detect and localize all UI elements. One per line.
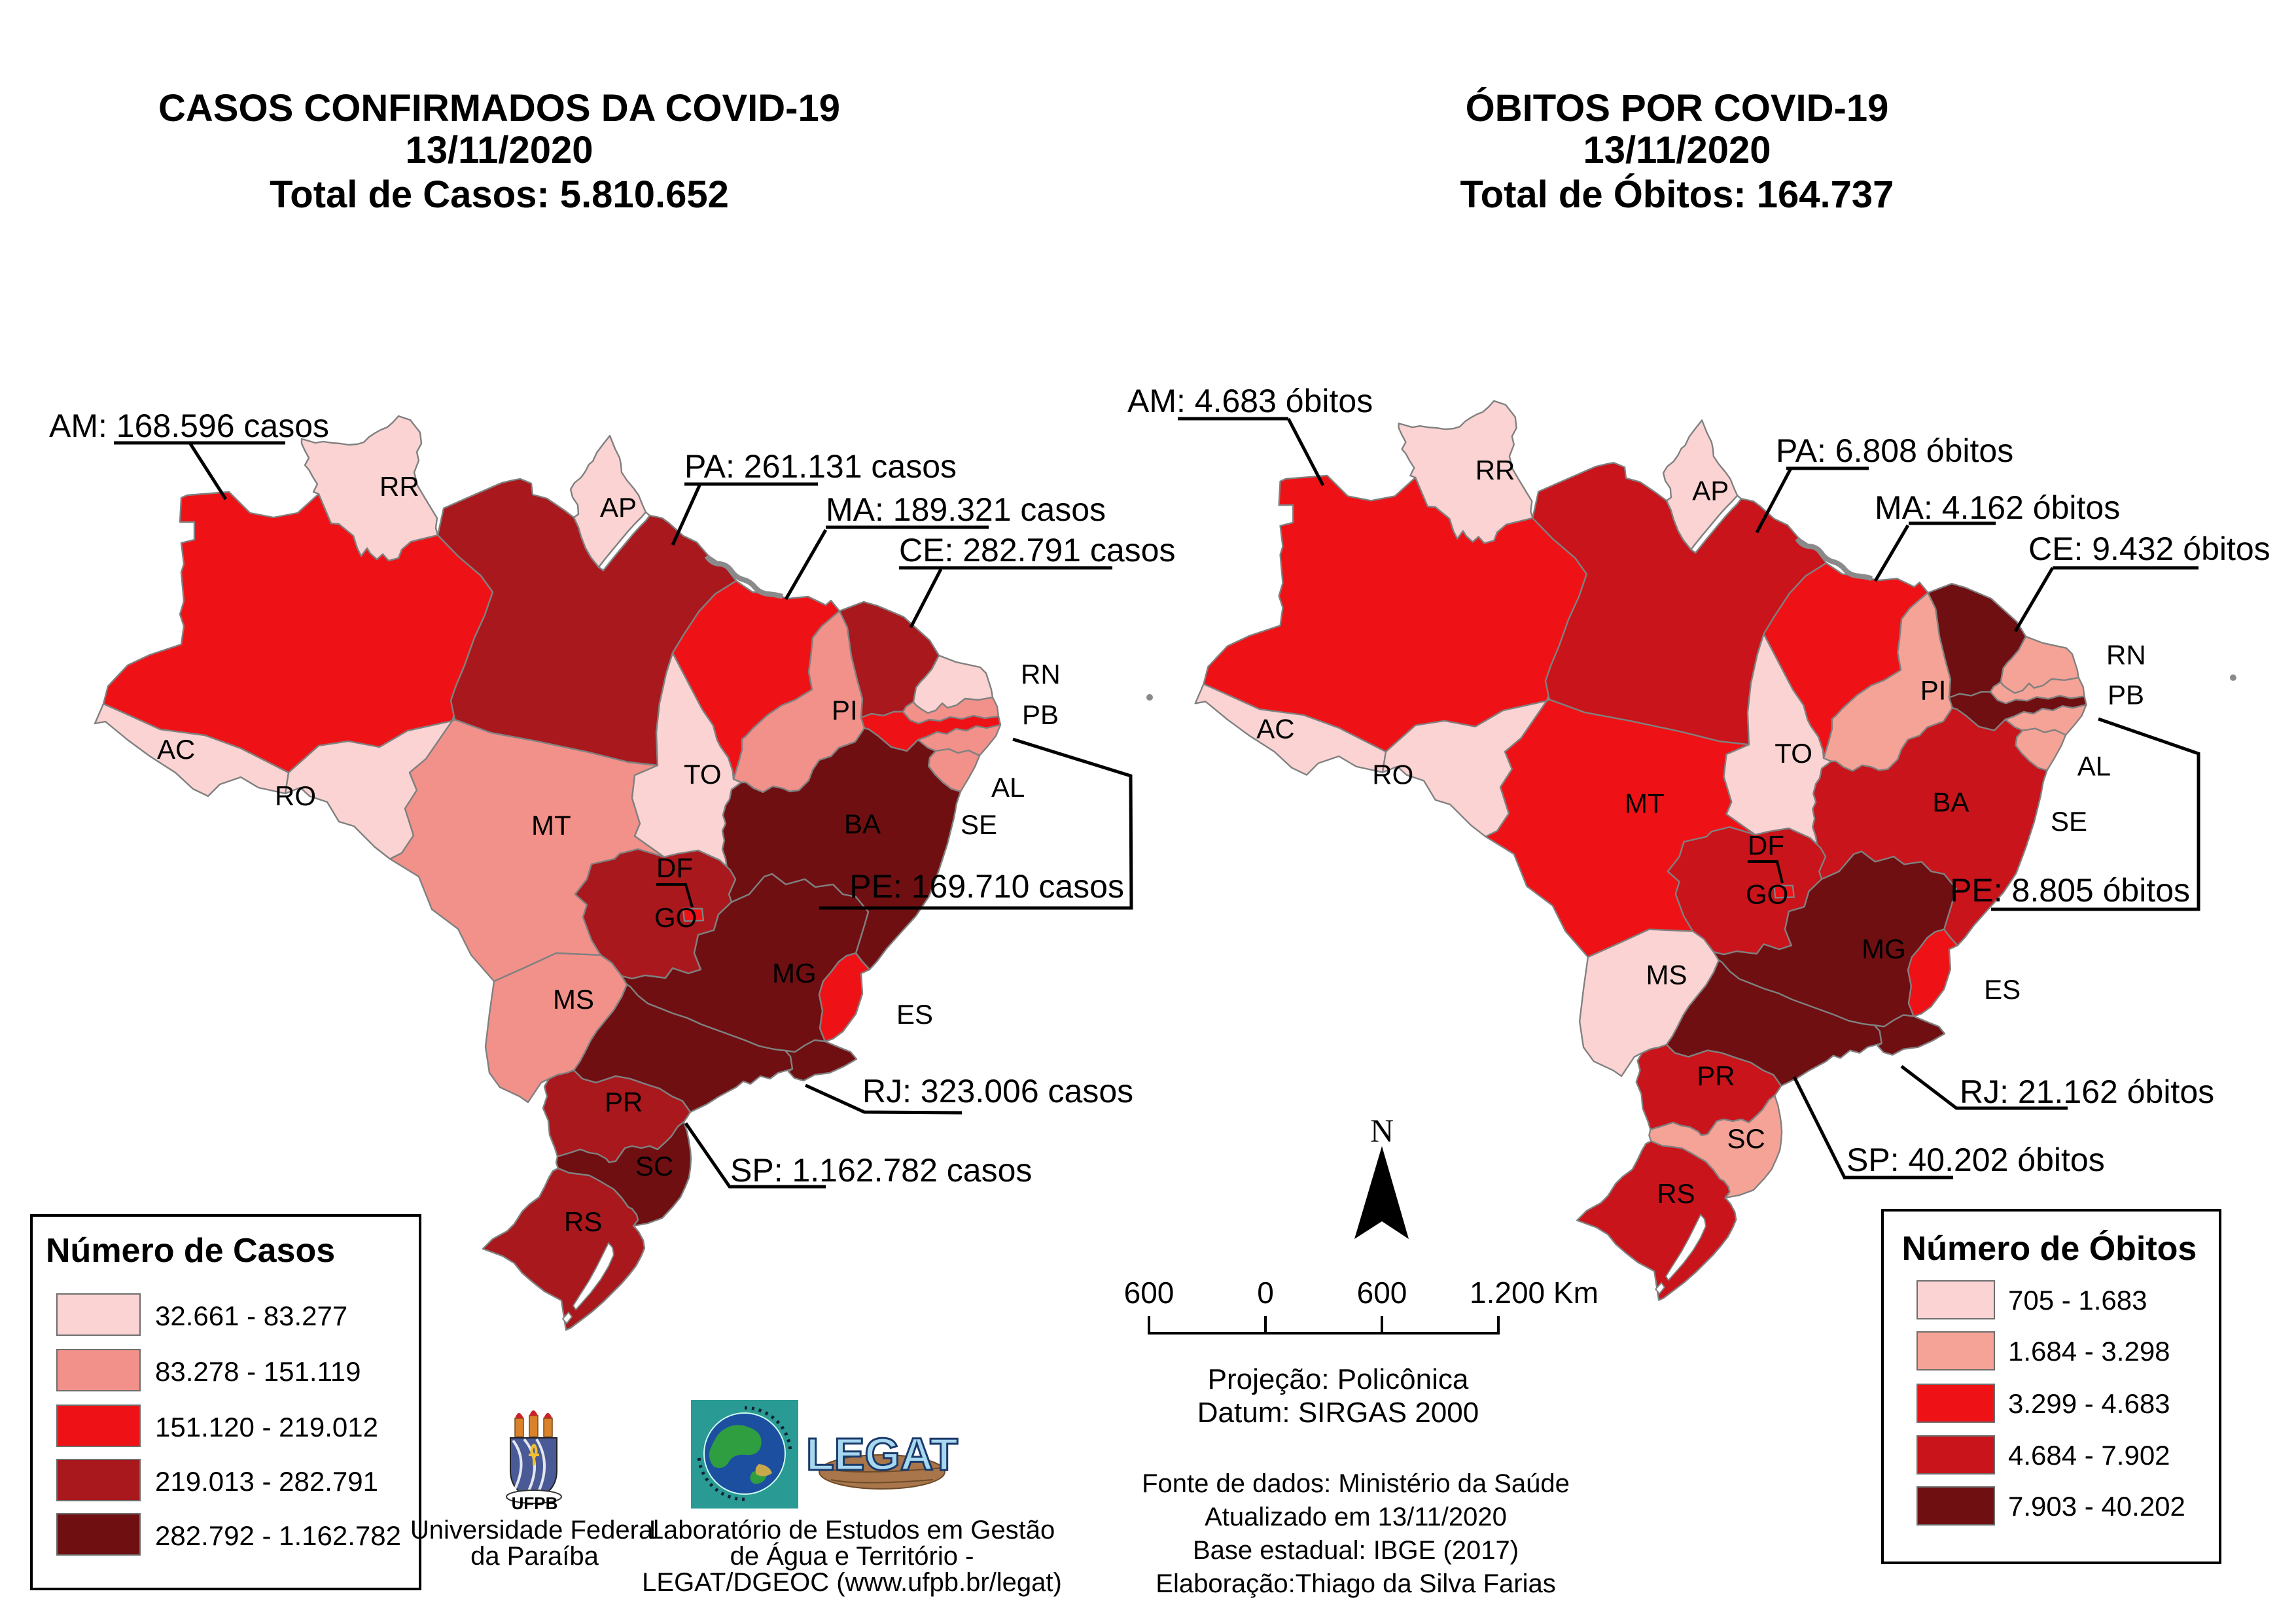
svg-text:600: 600	[1124, 1276, 1174, 1310]
svg-text:RN: RN	[1021, 659, 1061, 689]
svg-text:CE: 9.432 óbitos: CE: 9.432 óbitos	[2028, 531, 2270, 567]
svg-text:PE: 8.805 óbitos: PE: 8.805 óbitos	[1950, 872, 2190, 909]
svg-text:PB: PB	[1022, 699, 1059, 730]
svg-text:SE: SE	[961, 809, 997, 840]
svg-text:RJ: 323.006 casos: RJ: 323.006 casos	[862, 1073, 1133, 1109]
svg-text:83.278 - 151.119: 83.278 - 151.119	[155, 1356, 361, 1387]
svg-text:AC: AC	[157, 734, 195, 765]
svg-text:LEGAT: LEGAT	[806, 1429, 958, 1480]
svg-text:N: N	[1370, 1112, 1394, 1149]
svg-text:ES: ES	[896, 999, 933, 1030]
svg-text:da Paraíba: da Paraíba	[470, 1542, 599, 1571]
svg-text:TO: TO	[684, 759, 722, 790]
svg-text:de Água e Território -: de Água e Território -	[730, 1541, 974, 1571]
svg-text:BA: BA	[844, 809, 881, 839]
svg-text:AL: AL	[991, 772, 1025, 803]
svg-text:PI: PI	[832, 695, 858, 725]
svg-text:RJ: 21.162 óbitos: RJ: 21.162 óbitos	[1960, 1073, 2214, 1110]
svg-text:AM: 4.683 óbitos: AM: 4.683 óbitos	[1127, 383, 1373, 419]
svg-text:MG: MG	[772, 958, 817, 988]
svg-text:PR: PR	[1697, 1060, 1735, 1091]
svg-text:PR: PR	[605, 1087, 643, 1117]
svg-text:1.684 - 3.298: 1.684 - 3.298	[2008, 1336, 2170, 1367]
svg-text:13/11/2020: 13/11/2020	[1583, 129, 1771, 171]
svg-text:AC: AC	[1256, 713, 1294, 744]
svg-text:AL: AL	[2077, 751, 2111, 782]
svg-text:600: 600	[1357, 1276, 1407, 1310]
svg-text:Datum: SIRGAS 2000: Datum: SIRGAS 2000	[1197, 1397, 1479, 1429]
svg-text:MA: 189.321 casos: MA: 189.321 casos	[826, 491, 1106, 528]
svg-text:282.792 - 1.162.782: 282.792 - 1.162.782	[155, 1520, 401, 1551]
svg-text:0: 0	[1257, 1276, 1274, 1310]
svg-text:MA: 4.162 óbitos: MA: 4.162 óbitos	[1875, 489, 2120, 526]
svg-text:UFPB: UFPB	[512, 1493, 558, 1513]
svg-text:RO: RO	[275, 780, 316, 811]
svg-text:PI: PI	[1920, 674, 1947, 705]
svg-text:DF: DF	[1748, 830, 1784, 861]
svg-text:RS: RS	[564, 1206, 602, 1237]
svg-text:SP: 40.202 óbitos: SP: 40.202 óbitos	[1846, 1142, 2105, 1178]
svg-text:SP: 1.162.782 casos: SP: 1.162.782 casos	[730, 1152, 1032, 1189]
svg-text:Número de Óbitos: Número de Óbitos	[1902, 1230, 2197, 1268]
svg-text:4.684 - 7.902: 4.684 - 7.902	[2008, 1440, 2170, 1471]
svg-text:SE: SE	[2051, 806, 2087, 837]
svg-text:TO: TO	[1775, 738, 1812, 769]
svg-text:CE: 282.791 casos: CE: 282.791 casos	[899, 532, 1176, 568]
svg-text:AP: AP	[1692, 475, 1729, 506]
svg-text:Número de Casos: Número de Casos	[46, 1232, 335, 1270]
svg-text:Base estadual: IBGE (2017): Base estadual: IBGE (2017)	[1193, 1536, 1519, 1565]
svg-text:RO: RO	[1372, 759, 1413, 790]
svg-text:DF: DF	[656, 852, 693, 883]
svg-text:219.013 - 282.791: 219.013 - 282.791	[155, 1466, 378, 1497]
svg-text:13/11/2020: 13/11/2020	[405, 129, 593, 171]
svg-text:7.903 - 40.202: 7.903 - 40.202	[2008, 1491, 2185, 1522]
svg-text:PB: PB	[2108, 679, 2144, 710]
svg-text:MS: MS	[553, 984, 594, 1015]
svg-text:RS: RS	[1657, 1178, 1695, 1209]
svg-text:CASOS CONFIRMADOS DA COVID-19: CASOS CONFIRMADOS DA COVID-19	[158, 87, 840, 130]
svg-text:Total de Óbitos: 164.737: Total de Óbitos: 164.737	[1460, 173, 1894, 216]
svg-text:MT: MT	[531, 810, 571, 841]
svg-text:Projeção: Policônica: Projeção: Policônica	[1208, 1363, 1469, 1395]
svg-text:MS: MS	[1646, 959, 1687, 990]
svg-text:ÓBITOS POR COVID-19: ÓBITOS POR COVID-19	[1466, 87, 1889, 130]
svg-text:3.299 - 4.683: 3.299 - 4.683	[2008, 1388, 2170, 1419]
svg-text:SC: SC	[635, 1151, 673, 1181]
svg-text:SC: SC	[1727, 1123, 1765, 1154]
svg-text:705 - 1.683: 705 - 1.683	[2008, 1285, 2147, 1316]
svg-text:PE: 169.710 casos: PE: 169.710 casos	[849, 868, 1124, 905]
svg-text:LEGAT/DGEOC (www.ufpb.br/legat: LEGAT/DGEOC (www.ufpb.br/legat)	[642, 1568, 1062, 1597]
svg-text:1.200 Km: 1.200 Km	[1470, 1276, 1598, 1310]
svg-text:GO: GO	[654, 902, 697, 933]
svg-text:Fonte de dados: Ministério da: Fonte de dados: Ministério da Saúde	[1142, 1469, 1570, 1498]
svg-text:MG: MG	[1862, 934, 1906, 964]
svg-text:32.661 - 83.277: 32.661 - 83.277	[155, 1300, 347, 1331]
svg-text:RN: RN	[2106, 639, 2146, 670]
svg-text:GO: GO	[1746, 879, 1788, 909]
svg-text:RR: RR	[380, 471, 419, 502]
svg-text:151.120 - 219.012: 151.120 - 219.012	[155, 1412, 378, 1442]
svg-text:Atualizado em 13/11/2020: Atualizado em 13/11/2020	[1205, 1503, 1507, 1531]
svg-text:PA: 261.131 casos: PA: 261.131 casos	[684, 448, 957, 485]
svg-text:BA: BA	[1932, 787, 1969, 818]
svg-text:MT: MT	[1625, 788, 1665, 819]
svg-text:PA: 6.808 óbitos: PA: 6.808 óbitos	[1776, 432, 2013, 469]
svg-text:Universidade Federal: Universidade Federal	[410, 1516, 659, 1544]
svg-text:ES: ES	[1984, 974, 2021, 1005]
svg-text:AP: AP	[600, 492, 637, 523]
svg-text:RR: RR	[1475, 455, 1515, 485]
svg-text:Laboratório de Estudos em Gest: Laboratório de Estudos em Gestão	[649, 1516, 1055, 1544]
svg-text:Total de Casos: 5.810.652: Total de Casos: 5.810.652	[270, 173, 729, 216]
svg-text:Elaboração:Thiago da Silva Far: Elaboração:Thiago da Silva Farias	[1156, 1569, 1555, 1598]
svg-text:AM: 168.596 casos: AM: 168.596 casos	[49, 408, 329, 444]
